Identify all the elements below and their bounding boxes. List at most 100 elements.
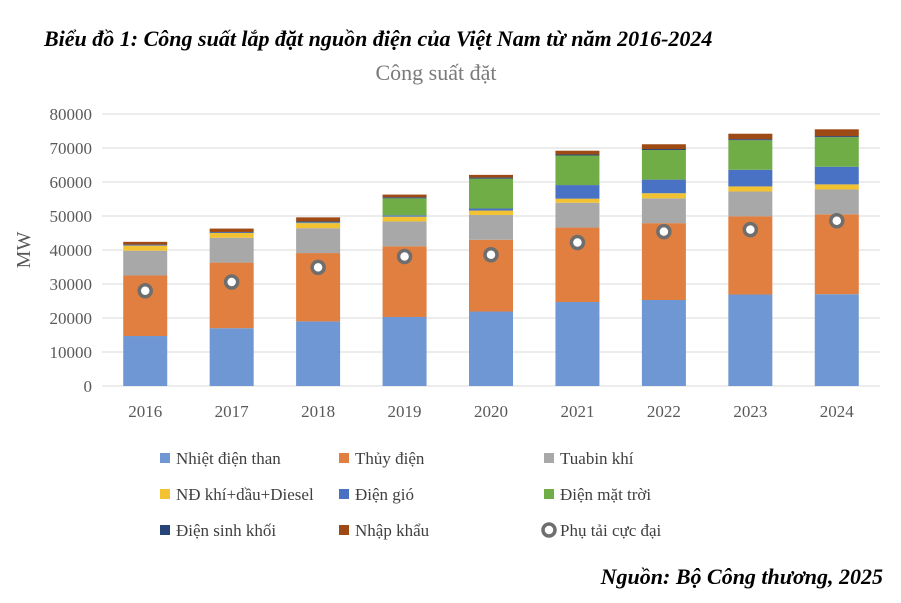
source-note: Nguồn: Bộ Công thương, 2025: [600, 564, 883, 589]
y-tick-label: 80000: [50, 105, 93, 124]
bar-segment: [296, 217, 341, 222]
bar-series: [123, 129, 859, 386]
x-tick-label: 2022: [647, 402, 681, 421]
y-tick-label: 40000: [50, 241, 93, 260]
bar-segment: [469, 208, 513, 211]
bar-segment: [209, 262, 254, 329]
bar-segment: [469, 214, 513, 240]
bar-segment: [814, 137, 859, 167]
legend-label: Tuabin khí: [560, 449, 634, 468]
figure-caption: Biểu đồ 1: Công suất lắp đặt nguồn điện …: [44, 26, 713, 51]
x-tick-label: 2018: [301, 402, 335, 421]
stacked-bar-chart: Công suất đặt 0 10000 20000 30000 40000 50000…: [13, 60, 880, 540]
legend-label: Điện sinh khối: [176, 521, 276, 540]
bar-segment: [555, 202, 600, 228]
bar-segment: [209, 228, 254, 232]
peak-load-point: [742, 221, 759, 238]
legend-swatch: [160, 489, 170, 499]
x-tick-label: 2017: [215, 402, 250, 421]
y-tick-label: 10000: [50, 343, 93, 362]
bar-segment: [641, 198, 686, 224]
peak-load-markers: [137, 213, 845, 299]
bar-segment: [209, 233, 254, 238]
bar-segment: [382, 197, 427, 199]
bar-segment: [641, 193, 686, 199]
legend-swatch: [339, 489, 349, 499]
legend-swatch: [544, 453, 554, 463]
bar-segment: [382, 216, 427, 222]
bar-segment: [123, 336, 168, 386]
peak-load-point: [137, 283, 153, 299]
bar-segment: [469, 174, 513, 178]
bar-segment: [641, 144, 686, 150]
legend-label: Điện gió: [355, 485, 414, 504]
bar-segment: [123, 245, 168, 251]
peak-load-point: [656, 223, 672, 240]
bar-segment: [814, 189, 859, 215]
bar-segment: [209, 232, 254, 233]
bar-segment: [555, 198, 600, 203]
bar-segment: [641, 149, 686, 151]
y-tick-label: 60000: [50, 173, 93, 192]
legend-label: Điện mặt trời: [560, 485, 651, 504]
bar-segment: [469, 178, 513, 209]
bar-segment: [469, 311, 513, 386]
x-tick-label: 2020: [474, 402, 508, 421]
bar-segment: [296, 321, 341, 386]
chart-legend: Nhiệt điện than Thủy điện Tuabin khí NĐ khí…: [160, 449, 662, 540]
legend-label: Nhiệt điện than: [176, 449, 281, 468]
x-tick-label: 2023: [733, 402, 767, 421]
legend-swatch: [339, 525, 349, 535]
bar-segment: [641, 299, 686, 386]
peak-load-point: [310, 259, 326, 276]
bar-segment: [382, 215, 427, 217]
bar-segment: [123, 241, 168, 245]
legend-label: Nhập khẩu: [355, 521, 430, 540]
bar-segment: [123, 250, 168, 276]
x-tick-label: 2019: [388, 402, 422, 421]
bar-segment: [728, 294, 773, 386]
bar-segment: [469, 177, 513, 179]
peak-load-point: [396, 248, 413, 265]
bar-segment: [641, 150, 686, 180]
bar-segment: [382, 316, 427, 386]
x-tick-label: 2016: [128, 402, 162, 421]
chart-title: Công suất đặt: [376, 60, 497, 85]
legend-swatch: [160, 453, 170, 463]
bar-segment: [814, 294, 859, 386]
bar-segment: [382, 194, 427, 198]
x-tick-label: 2024: [820, 402, 855, 421]
bar-segment: [728, 186, 773, 192]
bar-segment: [814, 184, 859, 190]
bar-segment: [555, 150, 600, 155]
bar-segment: [814, 166, 859, 185]
peak-load-point: [483, 247, 499, 263]
bar-segment: [296, 223, 341, 229]
bar-segment: [641, 179, 686, 194]
bar-segment: [209, 237, 254, 263]
bar-segment: [728, 140, 773, 170]
legend-swatch: [339, 453, 349, 463]
x-tick-label: 2021: [560, 402, 594, 421]
y-tick-label: 20000: [50, 309, 93, 328]
y-axis-ticks: 0 10000 20000 30000 40000 50000 60000 70000 8000…: [50, 105, 93, 396]
bar-segment: [814, 129, 859, 137]
bar-segment: [555, 155, 600, 186]
y-tick-label: 30000: [50, 275, 93, 294]
peak-load-point: [569, 234, 586, 251]
bar-segment: [814, 136, 859, 138]
legend-label: Phụ tải cực đại: [560, 521, 662, 540]
bar-segment: [555, 302, 600, 386]
bar-segment: [382, 221, 427, 247]
legend-label: Thủy điện: [355, 449, 425, 468]
legend-swatch: [544, 489, 554, 499]
y-tick-label: 50000: [50, 207, 93, 226]
legend-label: NĐ khí+dầu+Diesel: [176, 485, 314, 504]
bar-segment: [469, 210, 513, 215]
y-axis-label: MW: [13, 232, 35, 269]
legend-swatch: [160, 525, 170, 535]
bar-segment: [296, 222, 341, 224]
bar-segment: [296, 221, 341, 223]
bar-segment: [555, 154, 600, 156]
bar-segment: [728, 133, 773, 140]
